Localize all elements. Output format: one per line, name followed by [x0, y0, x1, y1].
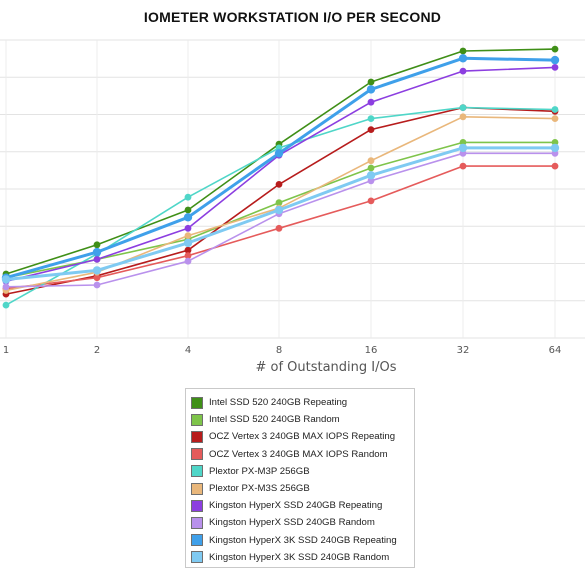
legend-item: OCZ Vertex 3 240GB MAX IOPS Repeating	[191, 428, 414, 445]
data-point	[184, 224, 192, 232]
data-point	[551, 64, 559, 71]
data-point	[184, 232, 192, 240]
data-point	[93, 256, 101, 263]
data-point	[274, 149, 284, 158]
chart-title: IOMETER WORKSTATION I/O PER SECOND	[143, 9, 442, 25]
data-point	[550, 143, 560, 153]
data-point	[367, 164, 375, 172]
legend-swatch	[191, 516, 203, 529]
x-tick-label: 1	[3, 345, 9, 356]
data-point	[367, 98, 375, 106]
legend-item: OCZ Vertex 3 240GB MAX IOPS Random	[191, 446, 414, 463]
data-point	[459, 113, 467, 121]
data-point	[1, 275, 11, 284]
legend-label: Kingston HyperX SSD 240GB Random	[209, 517, 375, 529]
x-tick-label: 32	[457, 345, 470, 356]
legend-item: Plextor PX-M3P 256GB	[191, 463, 414, 480]
legend-item: Plextor PX-M3S 256GB	[191, 480, 414, 497]
legend-label: Plextor PX-M3S 256GB	[209, 483, 310, 495]
series-line	[5, 66, 556, 283]
line-chart: 1 2 4 8 16 32 64	[0, 39, 585, 356]
legend-label: Intel SSD 520 240GB Repeating	[209, 397, 348, 409]
data-point	[184, 252, 192, 260]
legend: Intel SSD 520 240GB Repeating Intel SSD 5…	[185, 388, 415, 568]
data-point	[275, 224, 283, 232]
legend-item: Kingston HyperX 3K SSD 240GB Random	[191, 549, 414, 566]
legend-label: Kingston HyperX 3K SSD 240GB Random	[209, 551, 390, 563]
grid	[0, 39, 585, 339]
series-points	[1, 45, 560, 309]
legend-swatch	[191, 482, 203, 495]
data-point	[184, 257, 192, 265]
legend-swatch	[191, 551, 203, 564]
legend-item: Intel SSD 520 240GB Random	[191, 411, 414, 428]
series-line	[5, 152, 555, 288]
legend-swatch	[191, 499, 203, 512]
data-point	[275, 181, 283, 188]
data-point	[184, 193, 192, 201]
data-point	[275, 199, 283, 207]
data-point	[93, 241, 101, 249]
data-point	[458, 54, 468, 63]
data-point	[459, 47, 467, 55]
data-point	[366, 171, 376, 180]
data-point	[367, 78, 375, 86]
data-point	[184, 206, 192, 214]
x-tick-label: 4	[185, 345, 191, 356]
data-point	[93, 281, 101, 289]
legend-swatch	[191, 465, 203, 478]
legend-label: Kingston HyperX SSD 240GB Repeating	[209, 500, 383, 512]
data-point	[92, 266, 102, 275]
legend-label: OCZ Vertex 3 240GB MAX IOPS Repeating	[209, 431, 396, 443]
data-point	[2, 283, 10, 291]
series-lines	[5, 48, 556, 306]
legend-swatch	[191, 430, 203, 443]
x-tick-label: 16	[365, 345, 378, 356]
data-point	[550, 55, 560, 65]
legend-swatch	[191, 448, 203, 461]
data-point	[367, 197, 375, 205]
legend-swatch	[191, 396, 203, 409]
legend-label: OCZ Vertex 3 240GB MAX IOPS Random	[209, 448, 388, 460]
legend-label: Intel SSD 520 240GB Random	[209, 414, 340, 426]
data-point	[459, 104, 467, 111]
legend-item: Intel SSD 520 240GB Repeating	[191, 394, 414, 411]
data-point	[183, 238, 193, 248]
data-point	[92, 247, 102, 257]
data-point	[184, 246, 192, 254]
data-point	[183, 213, 193, 222]
data-point	[459, 162, 467, 170]
data-point	[93, 274, 101, 282]
data-point	[274, 205, 284, 215]
data-point	[551, 162, 559, 170]
legend-item: Kingston HyperX SSD 240GB Random	[191, 514, 414, 531]
legend-label: Kingston HyperX 3K SSD 240GB Repeating	[209, 534, 397, 546]
data-point	[367, 157, 375, 165]
x-axis-label: # of Outstanding I/Os	[255, 360, 397, 375]
legend-swatch	[191, 534, 203, 547]
data-point	[551, 115, 559, 122]
series-line	[5, 56, 556, 280]
data-point	[551, 45, 559, 53]
data-point	[2, 301, 10, 309]
x-axis-ticks: 1 2 4 8 16 32 64	[3, 345, 562, 356]
series-line	[5, 48, 556, 275]
data-point	[367, 126, 375, 133]
x-tick-label: 2	[94, 345, 100, 356]
legend-label: Plextor PX-M3P 256GB	[209, 465, 310, 477]
legend-swatch	[191, 413, 203, 426]
data-point	[458, 143, 468, 153]
x-tick-label: 64	[549, 345, 562, 356]
x-tick-label: 8	[276, 345, 282, 356]
legend-item: Kingston HyperX 3K SSD 240GB Repeating	[191, 532, 414, 549]
data-point	[551, 106, 559, 113]
data-point	[367, 115, 375, 122]
data-point	[366, 85, 376, 94]
data-point	[459, 67, 467, 75]
legend-item: Kingston HyperX SSD 240GB Repeating	[191, 497, 414, 514]
